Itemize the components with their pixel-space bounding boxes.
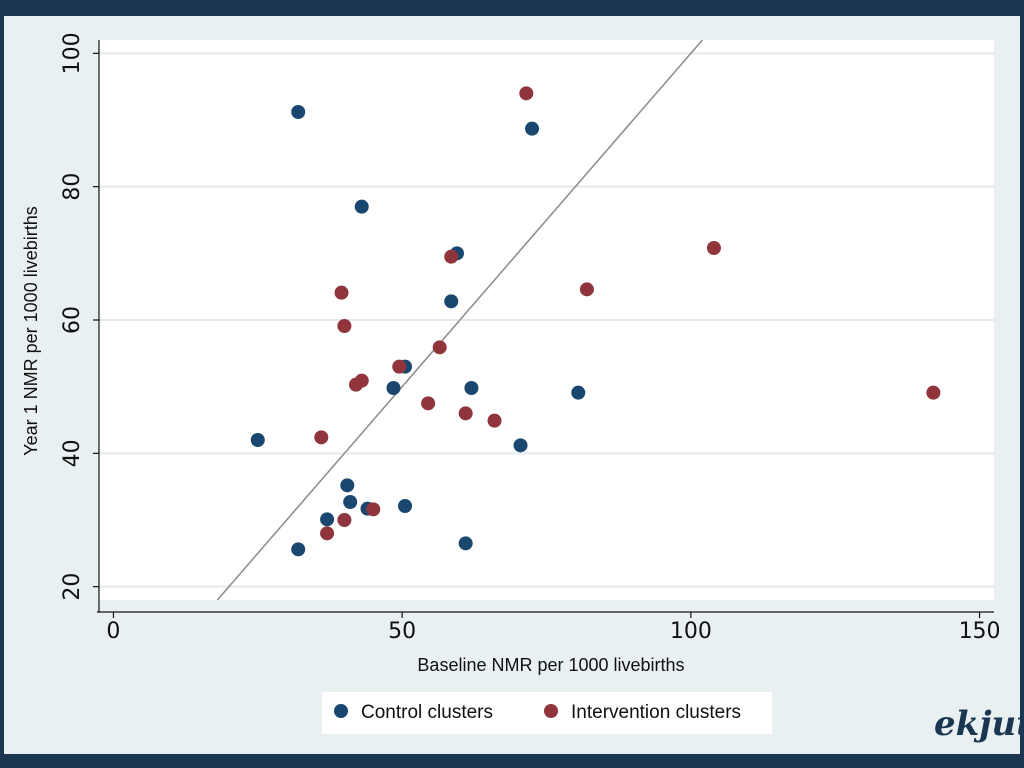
y-tick-label: 60 — [60, 306, 85, 334]
intervention-point — [334, 285, 349, 300]
intervention-point — [458, 406, 473, 421]
axes: 20 40 60 80 100 0 50 100 150 — [60, 32, 1001, 644]
slide: 20 40 60 80 100 0 50 100 150 Baseline NMR per 10… — [4, 16, 1020, 754]
ekjut-logo: ekjut — [934, 704, 1020, 744]
control-point — [464, 381, 479, 395]
control-point — [343, 495, 358, 509]
intervention-point — [444, 249, 459, 264]
legend-label-control: Control clusters — [361, 702, 493, 723]
data-points — [250, 86, 941, 557]
intervention-point — [579, 282, 594, 297]
control-point — [398, 499, 413, 513]
control-point — [386, 381, 401, 395]
intervention-point — [366, 502, 381, 517]
intervention-point — [432, 340, 447, 355]
intervention-point — [421, 396, 436, 411]
control-point — [354, 199, 369, 214]
intervention-point — [706, 241, 721, 255]
control-point — [250, 433, 265, 447]
y-tick-label: 100 — [60, 32, 85, 74]
control-point — [525, 121, 540, 136]
reference-line — [216, 39, 704, 601]
intervention-point — [354, 373, 369, 388]
x-axis-title: Baseline NMR per 1000 livebirths — [417, 655, 684, 675]
control-point — [291, 105, 306, 119]
control-point — [513, 438, 528, 453]
legend: Control clusters Intervention clusters — [322, 692, 772, 734]
intervention-point — [392, 359, 407, 374]
control-point — [291, 542, 306, 557]
y-axis-title: Year 1 NMR per 1000 livebirths — [21, 206, 41, 455]
intervention-point — [519, 86, 534, 101]
intervention-point — [487, 413, 502, 428]
legend-label-intervention: Intervention clusters — [571, 702, 741, 723]
x-tick-label: 50 — [388, 619, 416, 644]
control-point — [320, 512, 335, 527]
y-tick-label: 20 — [60, 573, 85, 601]
legend-marker-intervention — [544, 704, 558, 718]
intervention-point — [314, 430, 329, 445]
control-point — [458, 536, 473, 551]
intervention-point — [926, 385, 941, 400]
y-tick-label: 40 — [60, 439, 85, 467]
control-point — [444, 294, 459, 309]
control-point — [571, 385, 586, 400]
y-tick-label: 80 — [60, 173, 85, 201]
legend-marker-control — [334, 704, 348, 718]
intervention-point — [320, 526, 335, 541]
control-point — [340, 478, 355, 493]
intervention-point — [337, 513, 352, 527]
x-tick-label: 100 — [670, 619, 712, 644]
intervention-point — [337, 319, 352, 333]
x-tick-label: 0 — [106, 619, 120, 644]
x-tick-label: 150 — [959, 619, 1001, 644]
grid-lines — [99, 52, 994, 588]
scatter-chart: 20 40 60 80 100 0 50 100 150 Baseline NMR per 10… — [21, 32, 1020, 744]
